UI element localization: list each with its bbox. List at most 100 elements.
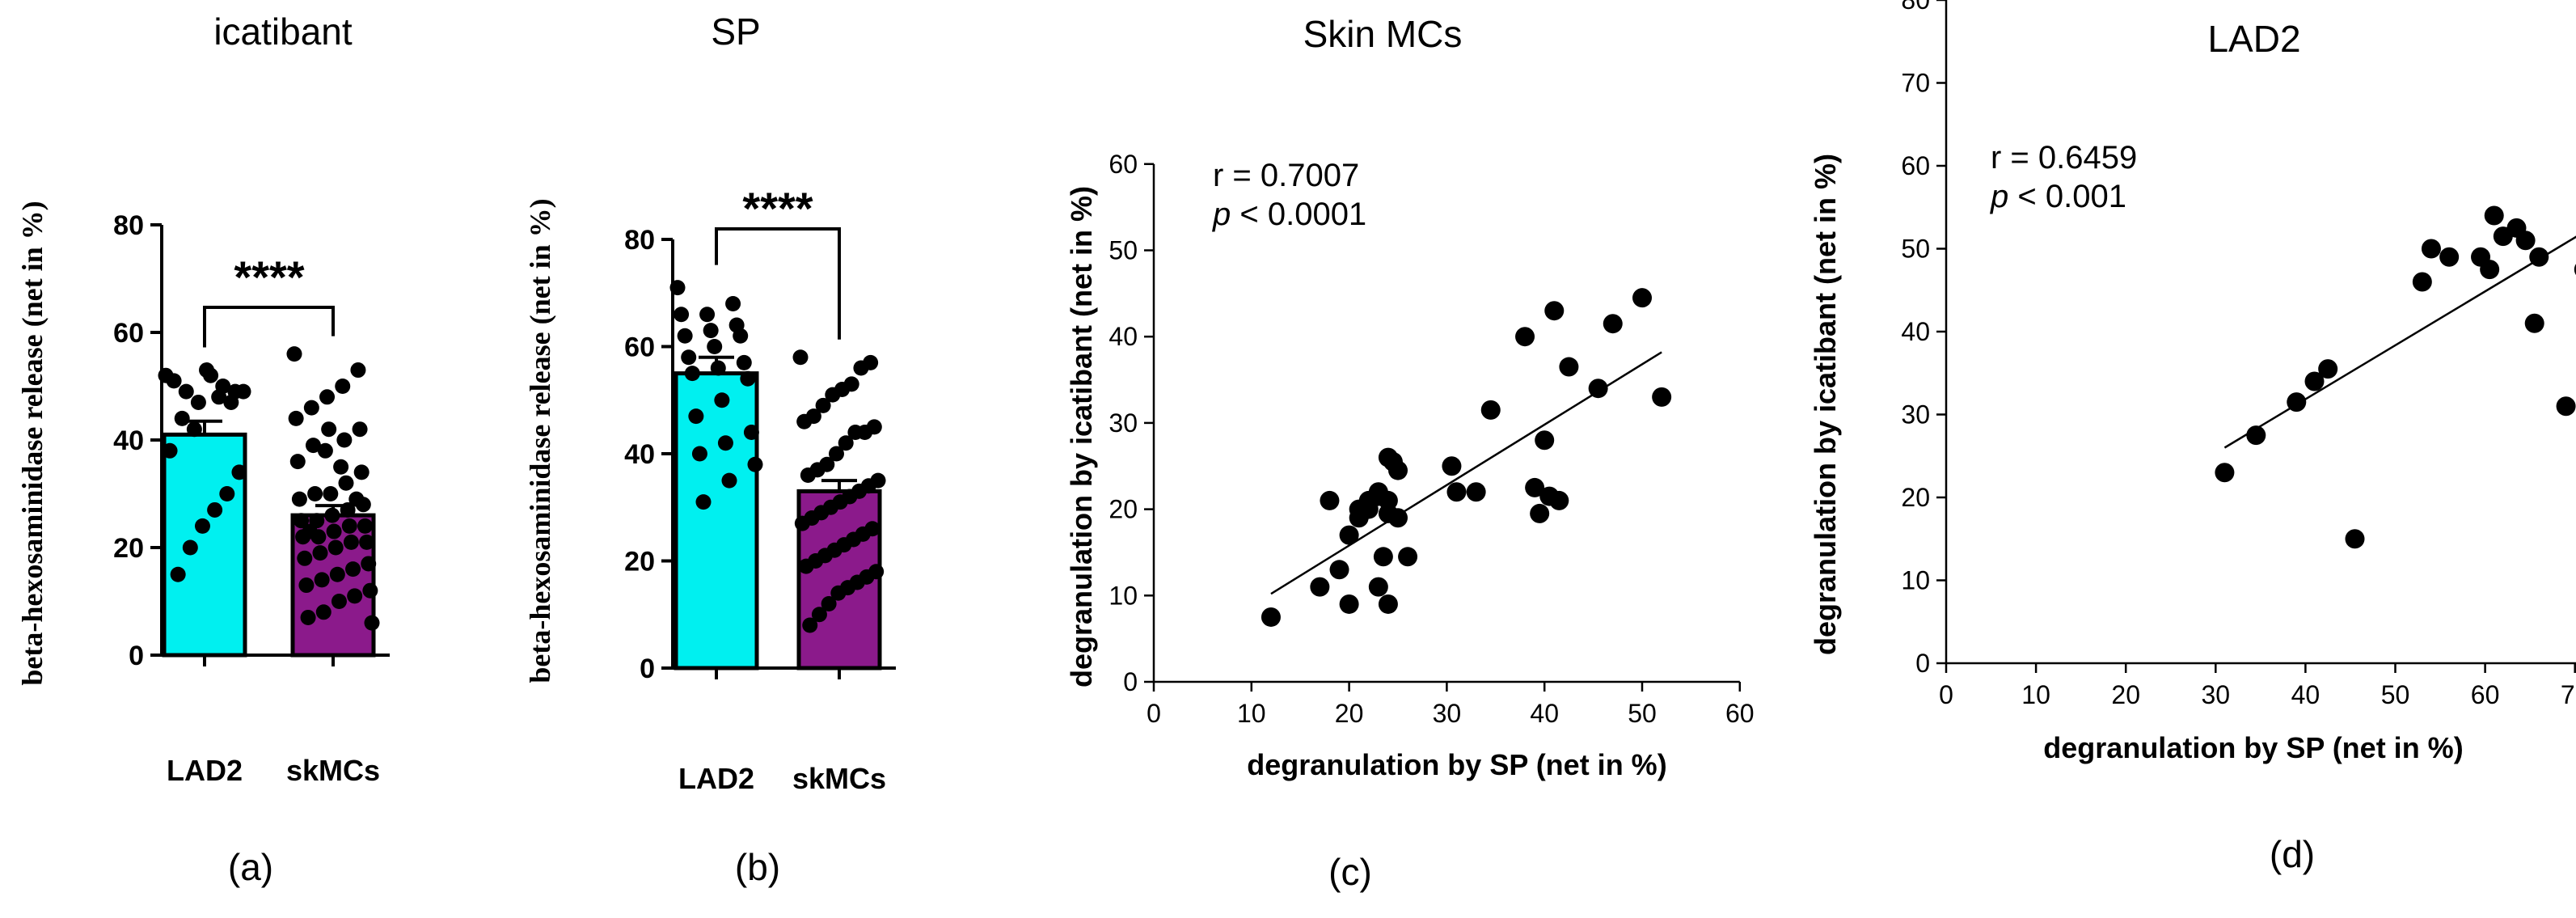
data-point bbox=[235, 383, 251, 400]
data-point bbox=[223, 394, 239, 410]
x-tick-label: 60 bbox=[1725, 699, 1755, 728]
x-tick-label: 0 bbox=[1939, 680, 1953, 709]
y-tick-label: 50 bbox=[1901, 235, 1930, 264]
data-point bbox=[333, 459, 349, 475]
y-tick-label: 0 bbox=[129, 641, 144, 671]
data-point bbox=[2421, 239, 2441, 259]
y-tick-label: 40 bbox=[624, 439, 655, 470]
data-point bbox=[740, 370, 756, 387]
data-point bbox=[297, 550, 313, 566]
data-point bbox=[1388, 460, 1408, 480]
data-point bbox=[327, 539, 344, 556]
data-point bbox=[348, 491, 365, 507]
y-tick-label: 0 bbox=[1123, 667, 1138, 696]
data-point bbox=[174, 410, 190, 426]
panel-b-category-lad2: LAD2 bbox=[678, 762, 754, 795]
panel-d-label: (d) bbox=[2270, 833, 2315, 875]
data-point bbox=[1525, 477, 1545, 497]
data-point bbox=[347, 588, 363, 604]
y-tick-label: 80 bbox=[113, 210, 144, 241]
data-point bbox=[792, 349, 809, 366]
data-point bbox=[1368, 577, 1388, 597]
data-point bbox=[331, 594, 347, 609]
data-point bbox=[319, 389, 336, 405]
panel-b-label: (b) bbox=[735, 846, 780, 888]
data-point bbox=[166, 373, 182, 389]
data-point bbox=[1388, 508, 1408, 528]
data-point bbox=[674, 307, 690, 323]
data-point bbox=[336, 432, 353, 448]
significance-bracket bbox=[203, 306, 335, 348]
data-point bbox=[2345, 529, 2365, 549]
data-point bbox=[335, 379, 351, 394]
y-tick-label: 0 bbox=[1915, 649, 1930, 678]
x-tick-label: 10 bbox=[1237, 699, 1266, 728]
data-point bbox=[286, 346, 302, 362]
data-point bbox=[747, 456, 763, 472]
panel-b-sp-bar-chart: SP beta-hexosaminidase release (net in %… bbox=[524, 11, 896, 888]
data-point bbox=[315, 604, 332, 620]
data-point bbox=[684, 366, 700, 382]
x-tick-label: 0 bbox=[1147, 699, 1161, 728]
panel-a-y-axis-label: beta-hexosaminidase release (net in %) bbox=[16, 201, 49, 685]
data-point bbox=[162, 442, 178, 459]
data-point bbox=[1544, 301, 1565, 321]
panel-a-icatibant-bar-chart: icatibant beta-hexosaminidase release (n… bbox=[16, 11, 390, 888]
x-tick-label: 30 bbox=[1433, 699, 1462, 728]
panel-d-ticks: 0102030405060708001020304050607080 bbox=[1901, 0, 2576, 709]
x-tick-label: 30 bbox=[2202, 680, 2231, 709]
data-point bbox=[2287, 392, 2307, 412]
data-point bbox=[821, 596, 837, 611]
data-point bbox=[307, 486, 323, 501]
data-point bbox=[695, 494, 712, 510]
panel-c-title: Skin MCs bbox=[1303, 13, 1463, 55]
data-point bbox=[811, 607, 827, 623]
panel-d-p-value: p < 0.001 bbox=[1990, 179, 2126, 214]
panel-c-p-italic: p bbox=[1212, 197, 1231, 232]
data-point bbox=[2529, 247, 2549, 267]
data-point bbox=[211, 389, 227, 405]
data-point bbox=[321, 421, 337, 438]
data-point bbox=[825, 387, 841, 403]
data-point bbox=[1320, 490, 1340, 510]
panel-b-marks bbox=[669, 227, 886, 671]
data-point bbox=[186, 421, 202, 438]
y-tick-label: 60 bbox=[113, 318, 144, 349]
data-point bbox=[302, 523, 318, 539]
y-tick-label: 80 bbox=[624, 225, 655, 256]
data-point bbox=[2304, 371, 2325, 391]
bar-lad2 bbox=[162, 432, 247, 658]
data-point bbox=[714, 392, 730, 408]
panel-d-p-rest: < 0.001 bbox=[2008, 179, 2126, 214]
data-point bbox=[199, 362, 215, 379]
data-point bbox=[1480, 400, 1501, 420]
data-point bbox=[298, 577, 315, 594]
y-tick-label: 10 bbox=[1901, 566, 1930, 595]
y-tick-label: 0 bbox=[640, 654, 655, 684]
panel-c-p-value: p < 0.0001 bbox=[1212, 197, 1366, 232]
data-point bbox=[303, 400, 319, 416]
data-point bbox=[182, 539, 198, 556]
data-point bbox=[2215, 463, 2235, 483]
data-point bbox=[314, 572, 330, 588]
panel-d-title: LAD2 bbox=[2207, 18, 2300, 60]
y-tick-label: 60 bbox=[624, 332, 655, 363]
panel-a-label: (a) bbox=[228, 846, 273, 888]
data-point bbox=[289, 454, 306, 470]
data-point bbox=[2484, 205, 2504, 226]
x-tick-label: 40 bbox=[2291, 680, 2321, 709]
y-tick-label: 60 bbox=[1109, 150, 1138, 179]
data-point bbox=[2246, 425, 2266, 446]
data-point bbox=[830, 585, 847, 601]
data-point bbox=[207, 501, 223, 518]
data-point bbox=[743, 425, 759, 440]
data-point bbox=[2439, 247, 2460, 267]
data-point bbox=[324, 507, 340, 523]
y-tick-label: 10 bbox=[1109, 581, 1138, 610]
bar-lad2 bbox=[674, 371, 759, 671]
y-tick-label: 40 bbox=[1901, 317, 1930, 346]
regression-line bbox=[2223, 235, 2576, 449]
data-point bbox=[300, 609, 316, 625]
data-point bbox=[2574, 264, 2576, 276]
data-point bbox=[338, 475, 354, 491]
